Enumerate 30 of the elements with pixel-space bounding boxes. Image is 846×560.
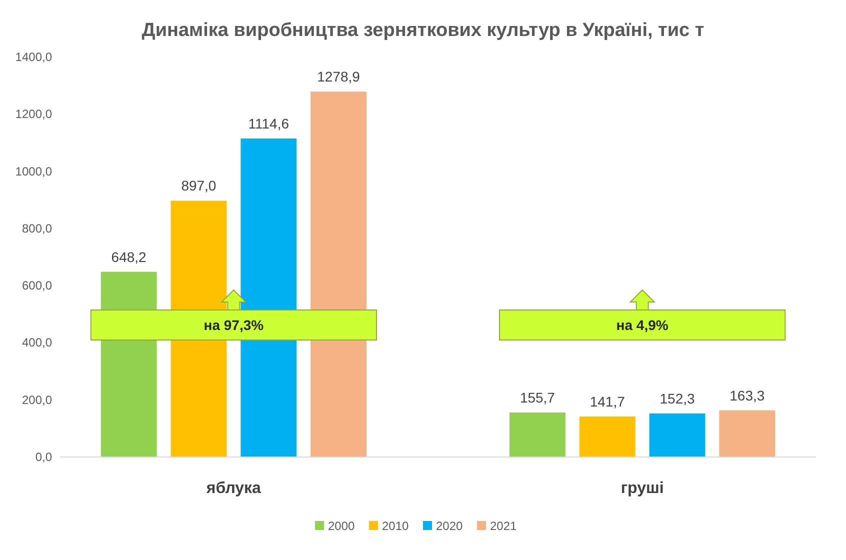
data-label: 141,7: [590, 394, 626, 410]
chart-title: Динаміка виробництва зерняткових культур в Україні, тис т: [142, 20, 704, 41]
x-tick-label: груші: [620, 480, 664, 497]
legend-label: 2010: [382, 519, 410, 533]
data-label: 1114,6: [248, 116, 290, 132]
y-tick-label: 1200,0: [15, 107, 52, 122]
legend-label: 2000: [328, 519, 356, 533]
annotation: на 97,3%: [204, 317, 264, 333]
y-tick-label: 1000,0: [15, 164, 52, 178]
data-label: 152,3: [660, 390, 695, 406]
legend-label: 2021: [490, 519, 518, 533]
data-label: 897,0: [181, 178, 216, 194]
y-tick-label: 0,0: [35, 450, 52, 464]
y-tick-label: 800,0: [22, 221, 52, 236]
bar: [579, 416, 636, 457]
x-tick-label: яблука: [205, 480, 262, 497]
bar: [719, 410, 776, 457]
bar: [649, 413, 706, 457]
legend-label: 2020: [436, 519, 464, 533]
y-tick-label: 600,0: [22, 278, 52, 293]
y-tick-label: 400,0: [22, 336, 52, 350]
y-tick-label: 200,0: [22, 392, 52, 407]
bar: [510, 412, 566, 457]
data-label: 648,2: [111, 248, 147, 265]
bar: [310, 92, 366, 457]
data-label: 163,3: [730, 387, 765, 404]
data-label: 1278,9: [317, 68, 360, 85]
y-tick-label: 1400,0: [15, 50, 52, 64]
annotation: на 4,9%: [616, 317, 669, 333]
data-label: 155,7: [520, 390, 556, 406]
